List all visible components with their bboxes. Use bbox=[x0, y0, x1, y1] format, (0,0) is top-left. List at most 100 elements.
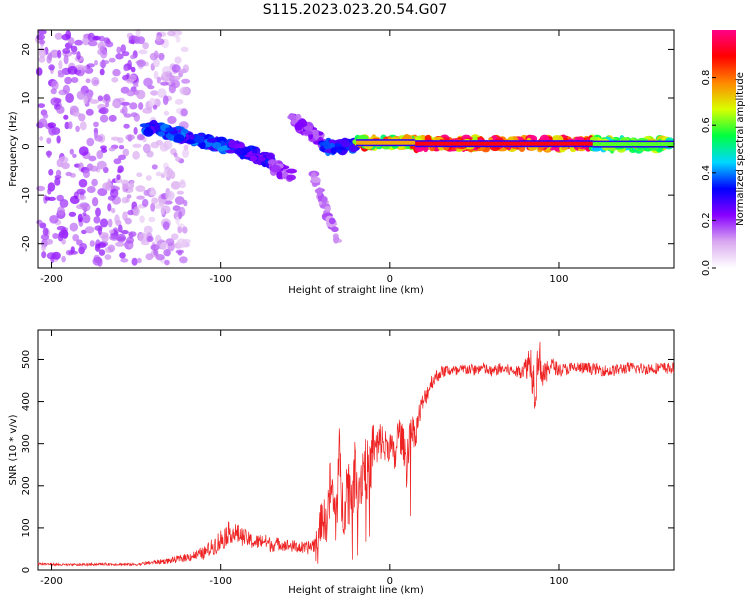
spectrogram-cell bbox=[86, 137, 95, 147]
spectrogram-cell bbox=[179, 86, 190, 95]
figure-title: S115.2023.023.20.54.G07 bbox=[263, 2, 448, 18]
spectrogram-cell bbox=[116, 233, 126, 243]
colorbar-tick-label: 0.0 bbox=[701, 260, 712, 276]
spectrogram-cell bbox=[174, 196, 185, 205]
spectrogram-cell bbox=[145, 175, 152, 181]
spectrogram-cell bbox=[156, 76, 161, 84]
spectrogram-cell bbox=[97, 41, 106, 51]
spectrogram-cell bbox=[56, 105, 65, 114]
spectrogram-cell bbox=[123, 66, 129, 72]
spectrogram-cell bbox=[172, 205, 181, 212]
spectrogram-cell bbox=[287, 114, 297, 120]
spectrogram-cell bbox=[122, 148, 130, 157]
spectrogram-frame bbox=[37, 29, 675, 269]
spectrogram-cell bbox=[127, 209, 134, 216]
spectrogram-cell bbox=[112, 68, 121, 77]
spectrogram-cell bbox=[133, 82, 139, 88]
spectrogram-cell bbox=[121, 105, 128, 116]
spectrogram-cell bbox=[56, 225, 66, 231]
spectrogram-cell bbox=[115, 53, 124, 60]
spectrogram-cell bbox=[130, 66, 136, 73]
spectrogram-cell bbox=[133, 126, 138, 135]
spectrogram-cell bbox=[71, 50, 77, 55]
spectrogram-cell bbox=[302, 130, 313, 135]
spectrogram-cell bbox=[142, 107, 153, 114]
spectrogram-y-tick-label: 0 bbox=[21, 143, 32, 149]
spectrogram-cell bbox=[57, 49, 62, 59]
spectrogram-cell bbox=[130, 54, 136, 60]
spectrogram-cell bbox=[104, 254, 112, 260]
spectrogram-cell bbox=[136, 257, 142, 264]
spectrogram-cell bbox=[68, 121, 73, 130]
spectrogram-cell bbox=[82, 214, 91, 224]
spectrogram-cell bbox=[163, 110, 170, 116]
spectrogram-cell bbox=[38, 118, 48, 128]
spectrogram-cell bbox=[171, 233, 179, 240]
spectrogram-cell bbox=[37, 29, 47, 35]
spectrogram-cell bbox=[100, 48, 108, 59]
spectrogram-cell bbox=[129, 102, 138, 110]
spectrogram-cell bbox=[59, 199, 69, 208]
spectrogram-cell bbox=[145, 253, 154, 261]
spectrogram-cell bbox=[257, 156, 266, 162]
spectrogram-cell bbox=[114, 177, 123, 184]
spectrogram-cell bbox=[89, 165, 99, 172]
spectrogram-cell bbox=[67, 65, 78, 75]
spectrogram-cell bbox=[94, 225, 103, 231]
spectrogram-cell bbox=[117, 169, 123, 174]
spectrogram-cell bbox=[65, 171, 72, 177]
colorbar-tick-label: 0.2 bbox=[701, 212, 712, 228]
spectrogram-cell bbox=[50, 97, 60, 106]
spectrogram-cell bbox=[58, 156, 69, 164]
spectrogram-cell bbox=[153, 70, 159, 80]
spectrogram-cell bbox=[151, 197, 159, 205]
spectrogram-cell bbox=[171, 79, 180, 89]
spectrogram-cell bbox=[68, 211, 77, 217]
spectrogram-cell bbox=[96, 160, 107, 170]
spectrogram-cell bbox=[136, 59, 146, 68]
spectrogram-cell bbox=[165, 133, 172, 139]
spectrogram-cell bbox=[93, 35, 101, 41]
spectrogram-cell bbox=[182, 226, 188, 234]
spectrogram-cell bbox=[136, 195, 145, 200]
spectrogram-cell bbox=[179, 181, 186, 189]
spectrogram-cell bbox=[143, 189, 149, 196]
spectrogram-cell bbox=[240, 147, 251, 153]
spectrogram-cell bbox=[181, 149, 190, 158]
spectrogram-cell bbox=[62, 84, 70, 94]
spectrogram-cell bbox=[89, 240, 95, 247]
spectrogram-cell bbox=[99, 114, 109, 123]
spectrogram-cell bbox=[316, 187, 323, 197]
spectrogram-cell bbox=[107, 178, 112, 188]
spectrogram-x-axis-label: Height of straight line (km) bbox=[288, 285, 424, 296]
spectrogram-cell bbox=[52, 233, 59, 239]
spectrogram-cell bbox=[57, 70, 63, 75]
spectrogram-cell bbox=[47, 196, 56, 201]
spectrogram-cell bbox=[328, 217, 336, 225]
spectrogram-cell bbox=[105, 102, 110, 108]
spectrogram-cell bbox=[78, 146, 89, 156]
spectrogram-cell bbox=[118, 154, 126, 160]
spectrogram-cell bbox=[57, 206, 65, 216]
spectrogram-cell bbox=[138, 49, 148, 55]
spectrogram-cell bbox=[99, 68, 105, 76]
spectrogram-cell bbox=[76, 90, 86, 100]
spectrogram-cell bbox=[39, 39, 46, 45]
spectrogram-cell bbox=[138, 135, 145, 140]
snr-series-line bbox=[37, 341, 675, 567]
spectrogram-cell bbox=[132, 206, 140, 217]
spectrogram-cell bbox=[46, 55, 52, 64]
spectrogram-cell bbox=[38, 56, 46, 63]
spectrogram-cell bbox=[63, 114, 69, 120]
spectrogram-cell bbox=[158, 53, 165, 61]
spectrogram-cell bbox=[155, 171, 162, 177]
spectrogram-cell bbox=[63, 54, 69, 65]
spectrogram-cell bbox=[135, 185, 146, 193]
spectrogram-cell bbox=[77, 195, 87, 201]
spectrogram-cell bbox=[108, 57, 116, 63]
spectrogram-cell bbox=[99, 218, 109, 228]
spectrogram-cell bbox=[72, 153, 77, 158]
snr-y-tick-label: 200 bbox=[21, 476, 32, 495]
spectrogram-cell bbox=[93, 216, 101, 224]
spectrogram-cell bbox=[112, 101, 119, 107]
